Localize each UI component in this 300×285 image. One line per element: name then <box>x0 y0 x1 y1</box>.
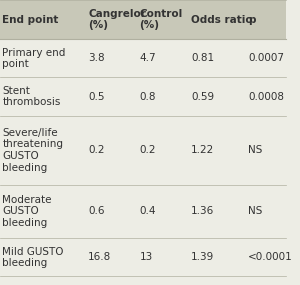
Text: Mild GUSTO
bleeding: Mild GUSTO bleeding <box>2 247 64 268</box>
Text: 0.6: 0.6 <box>88 206 105 216</box>
Text: p: p <box>248 15 256 25</box>
Text: 1.22: 1.22 <box>191 145 214 155</box>
Text: 0.8: 0.8 <box>140 91 156 101</box>
Text: Odds ratio: Odds ratio <box>191 15 253 25</box>
Text: Control
(%): Control (%) <box>140 9 183 30</box>
Text: Stent
thrombosis: Stent thrombosis <box>2 86 61 107</box>
Text: Cangrelor
(%): Cangrelor (%) <box>88 9 146 30</box>
Bar <box>0 78 286 116</box>
Bar <box>0 116 286 185</box>
Text: 3.8: 3.8 <box>88 53 105 63</box>
Text: NS: NS <box>248 145 262 155</box>
Text: 0.2: 0.2 <box>88 145 105 155</box>
Text: 0.59: 0.59 <box>191 91 214 101</box>
Text: 0.0008: 0.0008 <box>248 91 284 101</box>
Bar <box>0 0 286 39</box>
Bar <box>0 39 286 78</box>
Text: 0.5: 0.5 <box>88 91 105 101</box>
Text: 0.81: 0.81 <box>191 53 214 63</box>
Text: 13: 13 <box>140 252 153 262</box>
Text: 4.7: 4.7 <box>140 53 156 63</box>
Text: <0.0001: <0.0001 <box>248 252 293 262</box>
Text: NS: NS <box>248 206 262 216</box>
Text: 1.36: 1.36 <box>191 206 214 216</box>
Text: End point: End point <box>2 15 59 25</box>
Text: 1.39: 1.39 <box>191 252 214 262</box>
Text: 16.8: 16.8 <box>88 252 111 262</box>
Text: 0.2: 0.2 <box>140 145 156 155</box>
Text: Moderate
GUSTO
bleeding: Moderate GUSTO bleeding <box>2 195 52 228</box>
Bar <box>0 238 286 276</box>
Text: 0.4: 0.4 <box>140 206 156 216</box>
Text: 0.0007: 0.0007 <box>248 53 284 63</box>
Text: Severe/life
threatening
GUSTO
bleeding: Severe/life threatening GUSTO bleeding <box>2 128 63 173</box>
Text: Primary end
point: Primary end point <box>2 48 66 69</box>
Bar <box>0 185 286 238</box>
